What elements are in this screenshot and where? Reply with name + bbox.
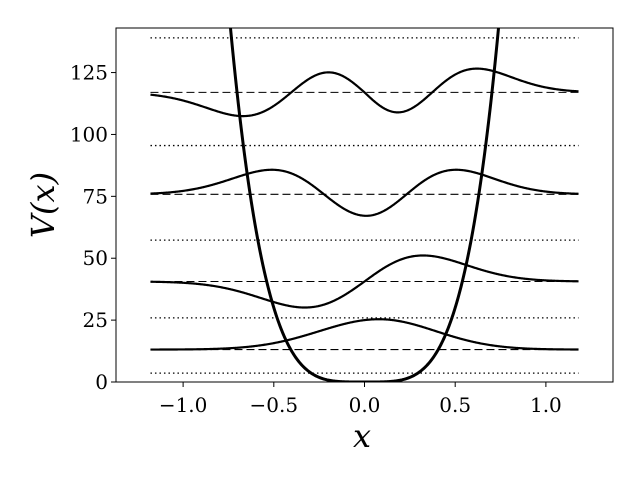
x-tick-label: 0.5 (439, 393, 471, 417)
axis-ticks: −1.0 −0.5 0.0 0.5 1.0 0 25 50 75 100 125 (70, 61, 562, 417)
y-tick-label: 0 (95, 370, 108, 394)
y-tick-label: 125 (70, 61, 108, 85)
x-tick-label: −0.5 (250, 393, 299, 417)
x-tick-label: −1.0 (159, 393, 208, 417)
y-tick-label: 100 (70, 122, 108, 146)
y-axis-label: V(x) (24, 172, 62, 238)
wavefunction-1 (150, 254, 579, 309)
wavefunction-3 (150, 67, 579, 118)
x-axis-label: x (353, 417, 371, 455)
y-tick-label: 75 (83, 184, 108, 208)
wavefunction-2 (150, 168, 579, 217)
x-tick-label: 0.0 (349, 393, 381, 417)
wavefunction-0 (150, 318, 579, 351)
x-tick-label: 1.0 (530, 393, 562, 417)
potential-curve (228, 28, 501, 382)
plot-area (150, 28, 579, 382)
y-tick-label: 25 (83, 308, 108, 332)
y-tick-label: 50 (83, 246, 108, 270)
